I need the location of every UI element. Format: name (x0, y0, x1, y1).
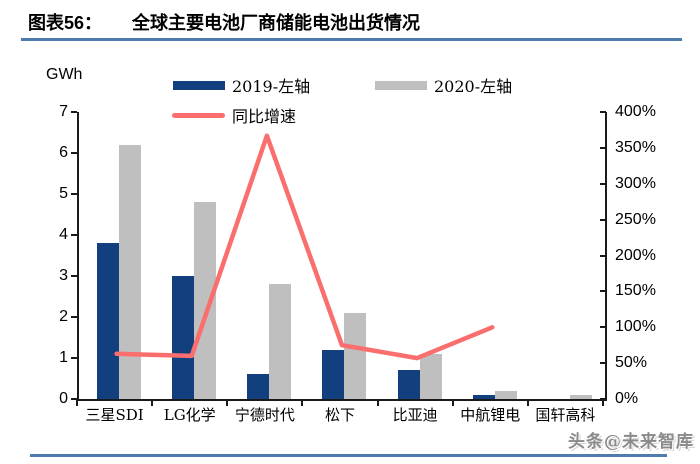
legend-swatch-2020 (375, 80, 427, 90)
bar-2020-左轴-三星SDI (119, 144, 141, 399)
x-axis-category-label: 比亚迪 (392, 406, 438, 424)
right-axis-tick-mark (600, 182, 606, 185)
bar-2019-左轴-三星SDI (97, 243, 119, 399)
left-axis-tick-mark (71, 398, 77, 400)
bar-2020-左轴-国轩高科 (569, 394, 592, 399)
left-axis-tick-label: 2 (59, 308, 68, 325)
right-axis-tick-label: 200% (615, 246, 656, 264)
legend-item-growth: 同比增速 (172, 103, 296, 127)
x-axis-tick-mark (451, 399, 454, 406)
right-axis-tick-mark (600, 326, 606, 329)
bar-2020-左轴-中航锂电 (494, 390, 517, 399)
left-axis-tick-mark (71, 193, 77, 195)
left-axis-tick-mark (71, 111, 77, 113)
left-axis-tick-label: 6 (59, 144, 68, 161)
left-axis-tick-label: 4 (59, 226, 68, 243)
chart-title: 图表56： 全球主要电池厂商储能电池出货情况 (28, 9, 420, 35)
bar-2020-左轴-松下 (344, 312, 367, 399)
right-axis-tick-mark (600, 254, 606, 257)
right-axis-tick-label: 400% (615, 103, 656, 120)
x-axis-tick-mark (301, 399, 304, 406)
left-axis-tick-mark (71, 152, 77, 154)
legend-swatch-growth (172, 112, 225, 118)
right-axis-tick-label: 50% (615, 354, 648, 372)
x-axis-category-label: 国轩高科 (535, 406, 596, 424)
x-axis-tick-mark (226, 399, 229, 406)
legend-label-2019: 2019-左轴 (232, 77, 311, 96)
legend-item-2019: 2019-左轴 (173, 73, 310, 97)
right-axis-tick-label: 250% (615, 210, 656, 228)
figure-number: 图表56： (28, 13, 103, 33)
right-axis-tick-label: 300% (615, 174, 656, 192)
bar-2020-左轴-LG化学 (194, 202, 217, 399)
x-axis-tick-mark (602, 399, 604, 406)
left-axis-tick-label: 5 (59, 185, 68, 202)
right-axis-tick-label: 150% (615, 282, 656, 300)
right-axis-tick-mark (600, 218, 606, 221)
bottom-divider (30, 454, 667, 457)
x-axis-tick-mark (76, 399, 78, 406)
figure-title-text: 全球主要电池厂商储能电池出货情况 (132, 13, 421, 33)
bar-2020-左轴-宁德时代 (269, 284, 292, 399)
legend-item-2020: 2020-左轴 (375, 73, 512, 97)
right-axis-tick-mark (600, 290, 606, 293)
right-axis-tick-mark (600, 146, 606, 149)
right-axis-tick-mark (600, 111, 606, 113)
x-axis-category-label: 松下 (324, 406, 355, 424)
plot-area (77, 112, 607, 401)
legend-label-2020: 2020-左轴 (434, 77, 513, 96)
x-axis-category-label: 中航锂电 (460, 406, 521, 424)
bar-2019-左轴-松下 (322, 349, 345, 399)
left-axis-tick-label: 1 (59, 349, 68, 366)
bar-2019-左轴-比亚迪 (397, 370, 420, 399)
right-axis-tick-mark (600, 362, 606, 365)
left-axis-tick-mark (71, 234, 77, 236)
left-axis-tick-label: 3 (59, 267, 68, 284)
bar-2019-左轴-LG化学 (172, 276, 195, 399)
x-axis-category-label: LG化学 (163, 406, 216, 424)
left-axis-tick-mark (71, 275, 77, 277)
left-axis-tick-label: 0 (59, 390, 68, 407)
x-axis-category-label: 三星SDI (85, 406, 144, 424)
right-axis-tick-label: 100% (615, 318, 656, 336)
right-axis-tick-label: 0% (615, 390, 639, 407)
growth-line-chart (114, 133, 495, 361)
legend-label-growth: 同比增速 (232, 107, 297, 126)
left-axis-unit-label: GWh (46, 66, 83, 83)
bar-2019-左轴-中航锂电 (472, 394, 495, 399)
bar-2020-左轴-比亚迪 (419, 353, 442, 399)
watermark: 头条@未来智库 (568, 432, 694, 452)
x-axis-tick-mark (526, 399, 529, 406)
title-divider (21, 38, 682, 41)
x-axis-labels: 三星SDI LG化学 宁德时代 松下 比亚迪 中航锂电 国轩高科 (77, 404, 603, 425)
x-axis-category-label: 宁德时代 (234, 406, 295, 424)
x-axis-tick-mark (376, 399, 379, 406)
right-axis-tick-label: 350% (615, 138, 656, 156)
x-axis-tick-mark (151, 399, 154, 406)
left-axis-tick-label: 7 (59, 103, 68, 120)
legend-swatch-2019 (173, 80, 225, 90)
bar-2019-左轴-宁德时代 (247, 374, 270, 399)
left-axis-tick-mark (71, 357, 77, 359)
left-axis-tick-mark (71, 316, 77, 318)
